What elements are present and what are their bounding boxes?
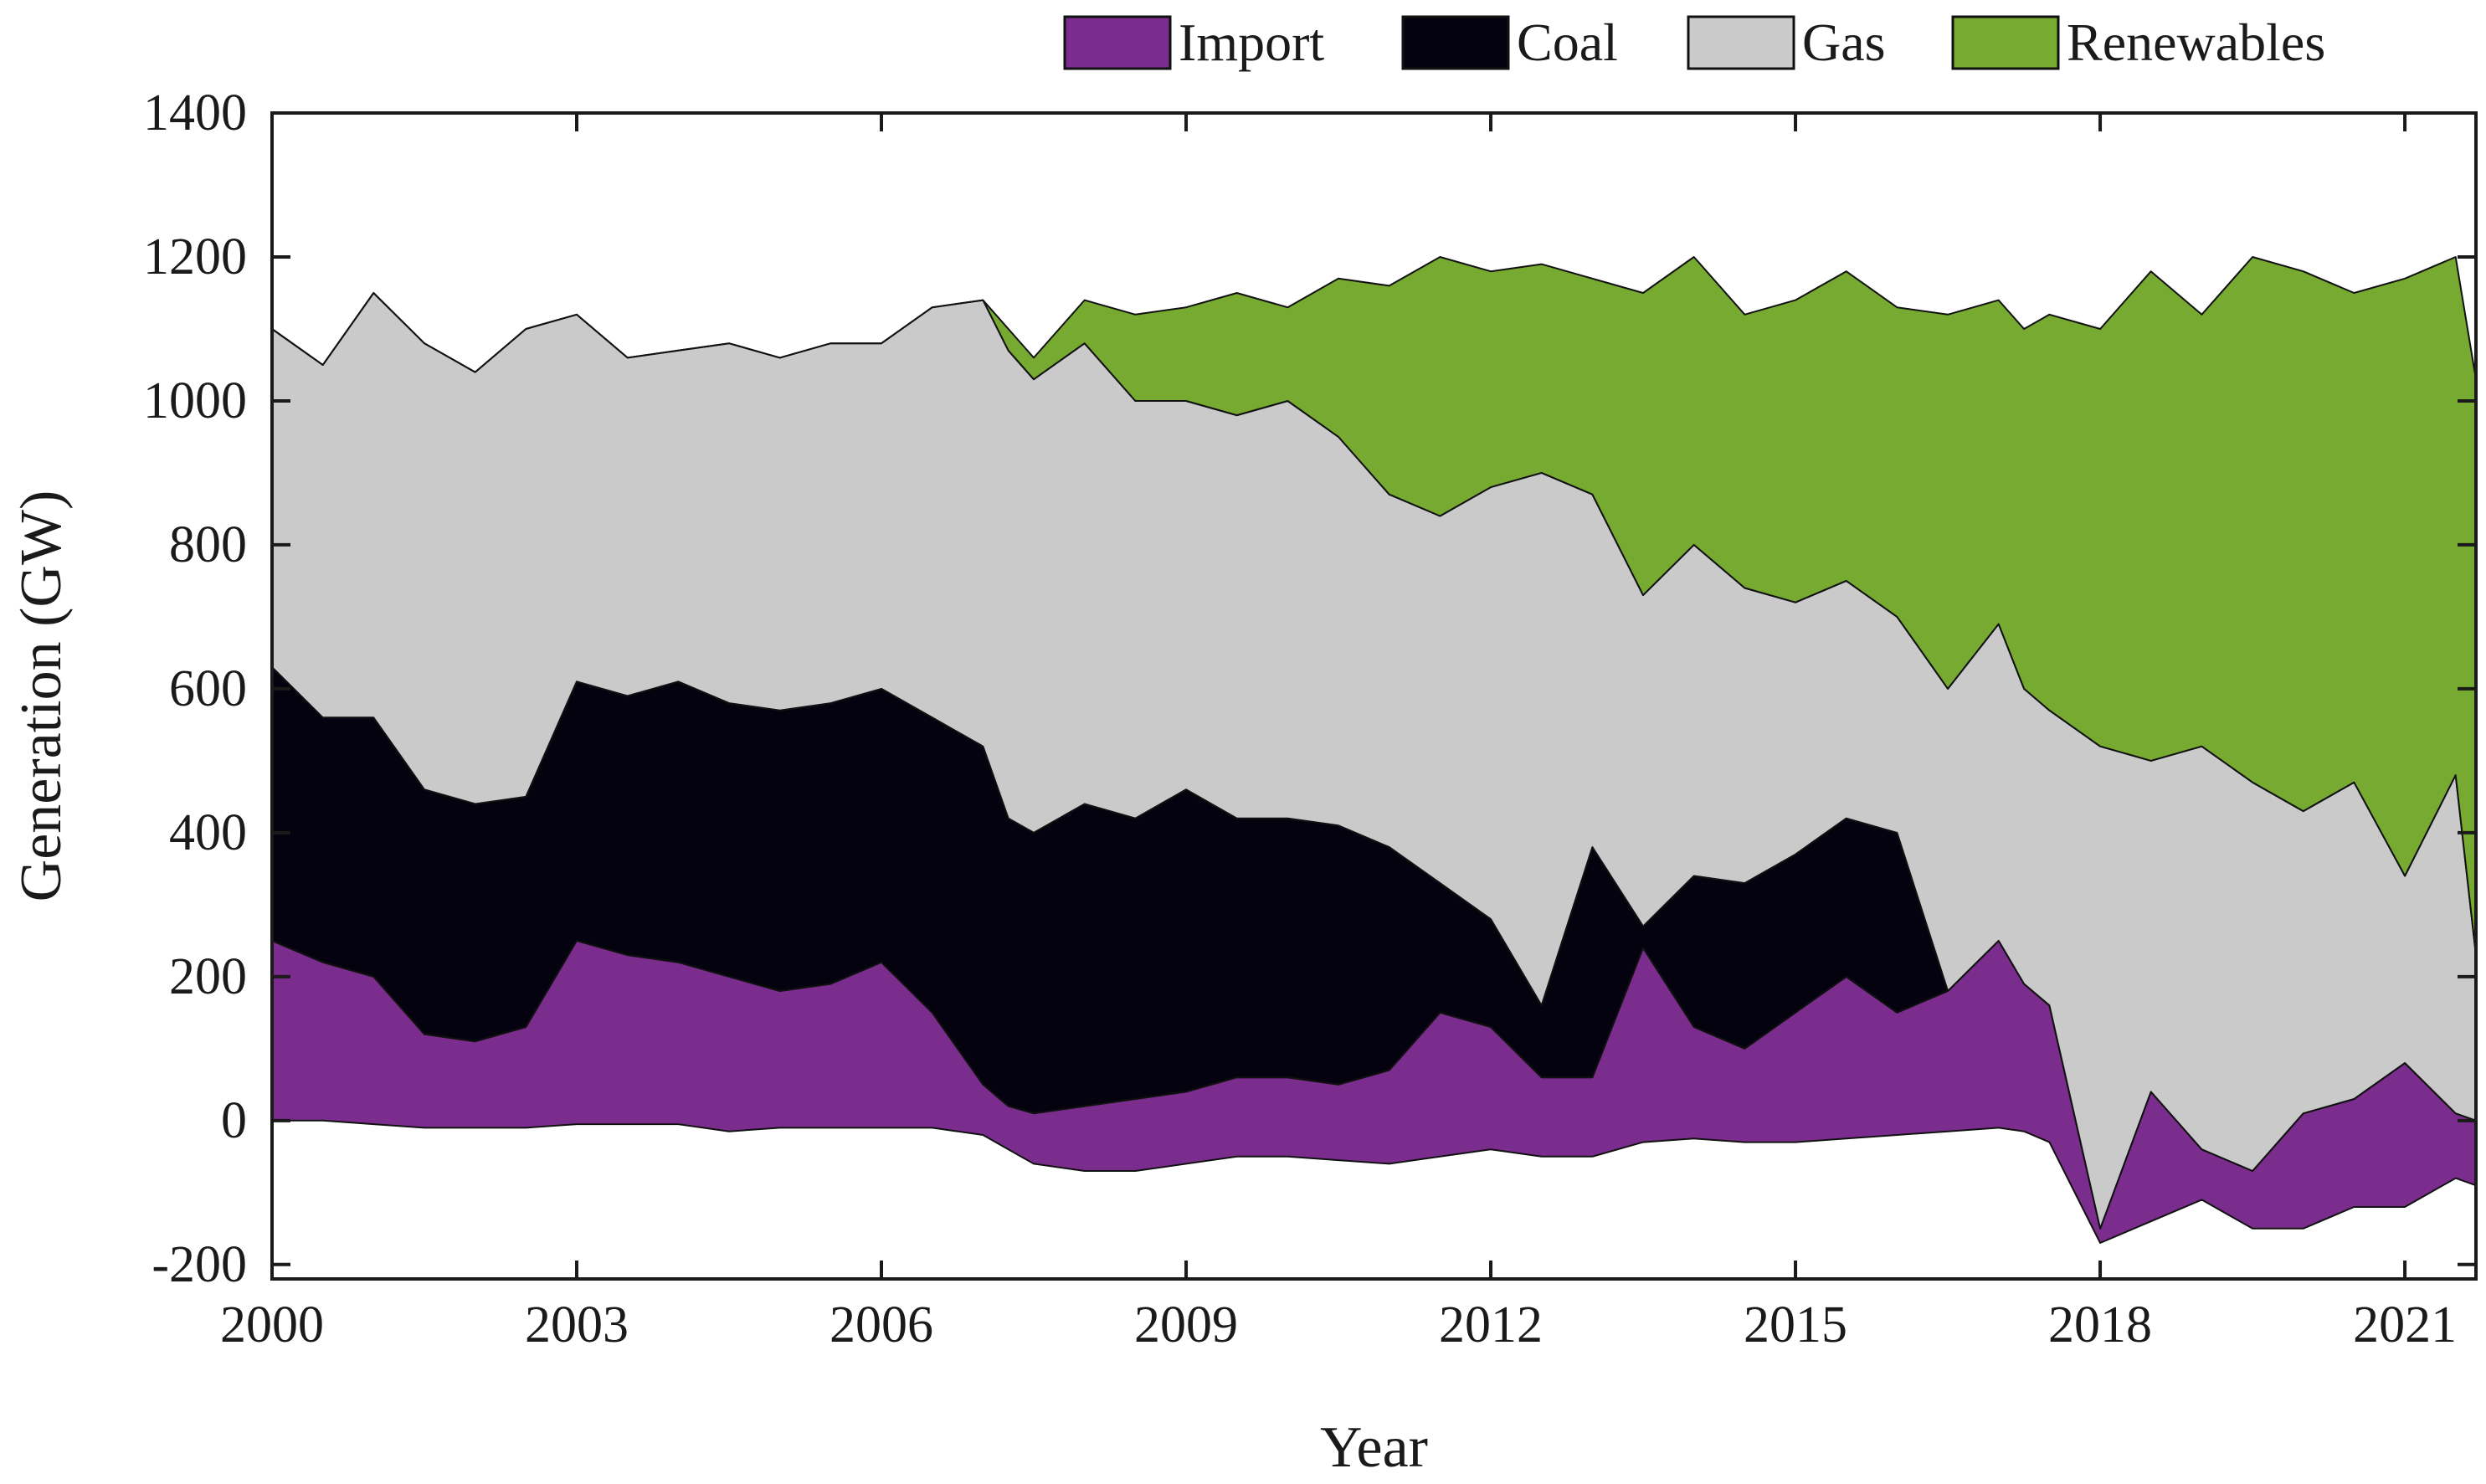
legend-swatch-import xyxy=(1063,15,1172,70)
y-tick-label: 1400 xyxy=(143,85,247,141)
y-tick-label: 800 xyxy=(169,516,247,573)
x-tick-label: 2000 xyxy=(220,1297,324,1353)
plot-frame xyxy=(270,111,2478,1281)
x-tick-label: 2012 xyxy=(1439,1297,1543,1353)
legend-swatch-gas xyxy=(1687,15,1795,70)
axes: 2000 2003 2006 2009 2012 2015 2018 2021 -200 0 200… xyxy=(143,85,2478,1353)
y-tick-label: 1200 xyxy=(143,229,247,285)
y-tick-label: -200 xyxy=(152,1236,247,1293)
legend-label-import: Import xyxy=(1179,13,1324,72)
x-tick-label: 2015 xyxy=(1744,1297,1847,1353)
x-tick-label: 2009 xyxy=(1134,1297,1238,1353)
legend-swatch-coal xyxy=(1401,15,1510,70)
legend-label-renewables: Renewables xyxy=(2067,13,2325,72)
y-tick-label: 400 xyxy=(169,804,247,861)
y-tick-label: 600 xyxy=(169,660,247,717)
legend: Import Coal Gas Renewables xyxy=(1063,13,2325,72)
x-tick-label: 2006 xyxy=(830,1297,933,1353)
y-tick-label: 0 xyxy=(221,1092,247,1149)
x-tick-label: 2003 xyxy=(525,1297,629,1353)
legend-label-gas: Gas xyxy=(1802,13,1886,72)
y-tick-label: 200 xyxy=(169,948,247,1005)
legend-swatch-renewables xyxy=(1951,15,2060,70)
x-tick-label: 2021 xyxy=(2353,1297,2457,1353)
legend-label-coal: Coal xyxy=(1517,13,1618,72)
x-tick-label: 2018 xyxy=(2048,1297,2152,1353)
y-axis-title: Generation (GW) xyxy=(9,490,74,902)
plot-areas xyxy=(271,256,2477,1244)
y-tick-label: 1000 xyxy=(143,372,247,429)
x-axis-title: Year xyxy=(1320,1415,1428,1480)
